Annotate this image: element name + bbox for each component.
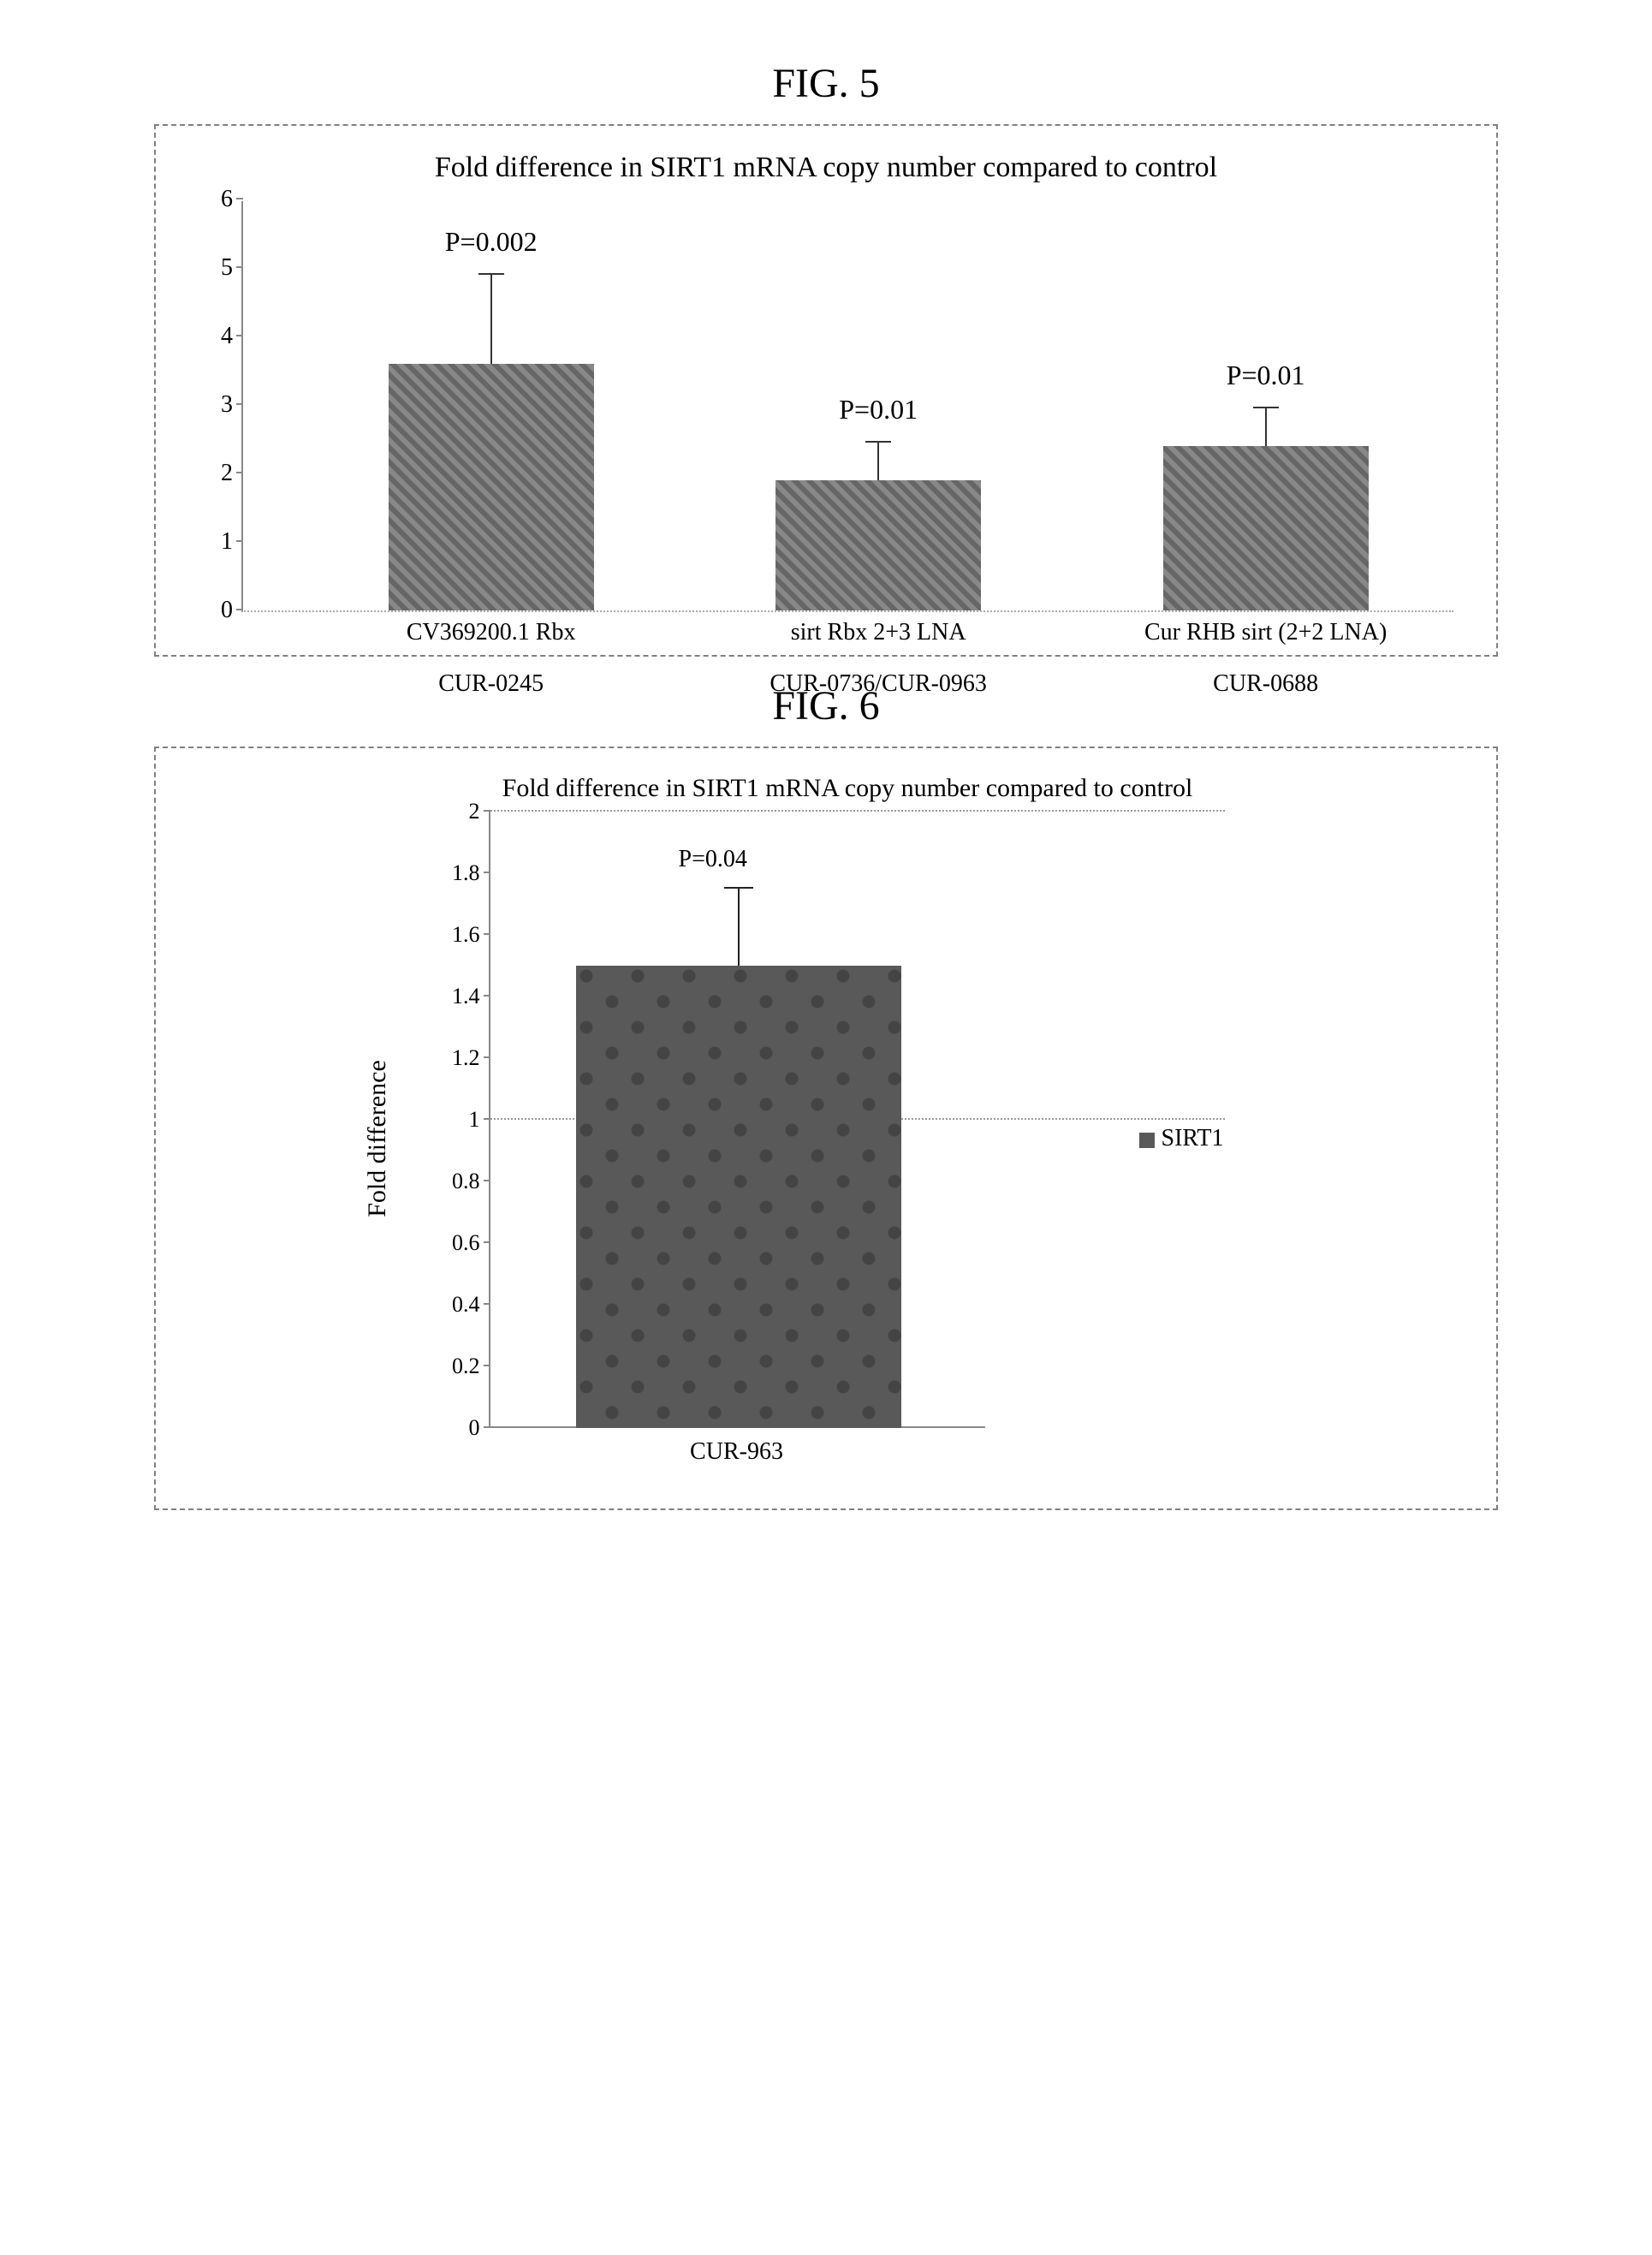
fig6-ytick-mark [484,933,490,935]
fig6-frame: Fold difference in SIRT1 mRNA copy numbe… [154,747,1498,1510]
fig6-ytick-mark [484,1303,490,1305]
fig6-ytick-mark [484,1118,490,1120]
fig5-label: FIG. 5 [51,60,1601,107]
fig5-bar [775,480,981,610]
fig5-x-line2: CUR-0688 [1103,670,1429,698]
fig6-ytick: 0.4 [452,1292,490,1318]
fig5-ytick: 0 [221,597,243,624]
fig5-x-line2: CUR-0245 [329,670,654,698]
fig6-errorbar [738,889,740,966]
fig6-ytick: 1.8 [452,860,490,886]
fig5-ytick: 4 [221,323,243,350]
fig5-bar [1163,446,1369,610]
fig5-ytick-mark [236,335,243,336]
fig5-p-label: P=0.002 [363,226,620,258]
fig6-ytick-mark [484,872,490,873]
fig6-ytick: 0 [469,1415,490,1441]
fig5-frame: Fold difference in SIRT1 mRNA copy numbe… [154,124,1498,657]
fig6-bar [576,966,901,1428]
legend-swatch-icon [1139,1133,1155,1148]
fig5-ytick: 6 [221,186,243,213]
fig6-legend: SIRT1 [1139,1125,1224,1152]
fig6-ytick-mark [484,1241,490,1243]
fig5-x-label: Cur RHB sirt (2+2 LNA) CUR-0688 [1103,610,1429,698]
fig6-ytick-mark [484,1426,490,1428]
fig5-p-label: P=0.01 [1138,360,1394,391]
fig5-errorcap [865,441,891,443]
fig6-ytick-mark [484,1056,490,1058]
fig6-ytick: 0.2 [452,1354,490,1379]
fig6-body: Fold difference 00.20.40.60.811.21.41.61… [181,812,1471,1466]
fig5-x-line1: sirt Rbx 2+3 LNA [716,619,1041,646]
fig6-gridline [490,810,1225,812]
fig6-ytick-mark [484,1365,490,1366]
fig5-x-label: CV369200.1 Rbx CUR-0245 [329,610,654,698]
fig5-errorcap [1253,407,1279,408]
fig6-ytick: 1 [469,1107,490,1133]
fig6-ytick-mark [484,810,490,812]
fig5-x-line2: CUR-0736/CUR-0963 [716,670,1041,698]
fig5-ytick: 5 [221,254,243,282]
fig5-errorcap [478,273,504,275]
fig5-ytick-mark [236,198,243,199]
fig6-plot-area: 00.20.40.60.811.21.41.61.82P=0.04 [489,812,985,1428]
fig5-ytick: 2 [221,460,243,487]
fig6-ytick: 0.8 [452,1169,490,1194]
fig5-ytick-mark [236,609,243,610]
fig5-ytick-mark [236,472,243,473]
fig5-bar [389,364,594,610]
fig5-errorbar [1265,408,1267,446]
fig6-ytick: 1.2 [452,1045,490,1071]
fig5-ytick-mark [236,403,243,405]
fig5-errorbar [490,275,492,364]
fig6-legend-text: SIRT1 [1162,1125,1224,1151]
fig6-xlabel: CUR-963 [489,1438,985,1466]
fig5-x-line1: CV369200.1 Rbx [329,619,654,646]
fig6-ytick: 2 [469,799,490,824]
fig6-ytick-mark [484,1180,490,1181]
fig6-ytick: 1.6 [452,922,490,948]
fig5-ytick: 3 [221,391,243,419]
fig5-ytick-mark [236,540,243,542]
fig6-p-label: P=0.04 [679,846,747,873]
fig6-title: Fold difference in SIRT1 mRNA copy numbe… [224,774,1471,803]
fig5-ytick-mark [236,266,243,268]
fig5-x-line1: Cur RHB sirt (2+2 LNA) [1103,619,1429,646]
fig6-ytick: 0.6 [452,1230,490,1256]
fig5-p-label: P=0.01 [750,394,1007,425]
fig6-errorcap [724,887,753,889]
fig6-plot-wrap: Fold difference 00.20.40.60.811.21.41.61… [429,812,985,1466]
fig5-ytick: 1 [221,528,243,556]
fig5-x-label: sirt Rbx 2+3 LNA CUR-0736/CUR-0963 [716,610,1041,698]
fig6-ytick: 1.4 [452,984,490,1009]
fig5-title: Fold difference in SIRT1 mRNA copy numbe… [181,152,1471,184]
fig5-plot-area: 0123456P=0.002CV369200.1 RbxCUR-0245P=0.… [241,201,1453,612]
fig6-ylabel: Fold difference [363,1060,392,1217]
fig5-errorbar [877,443,879,480]
fig6-ytick-mark [484,995,490,997]
